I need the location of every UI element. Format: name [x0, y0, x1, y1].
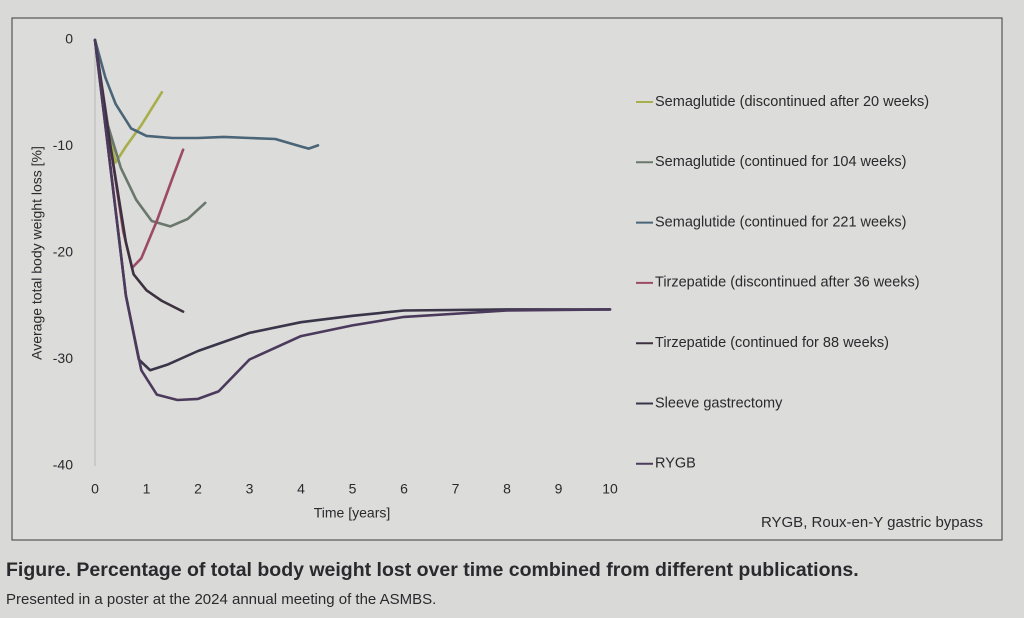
x-tick-label: 1	[143, 481, 151, 497]
y-axis-label: Average total body weight loss [%]	[29, 146, 45, 360]
x-tick-label: 7	[452, 481, 460, 497]
legend-label: RYGB	[655, 456, 696, 472]
legend-label: Tirzepatide (continued for 88 weeks)	[655, 335, 889, 351]
series-line	[93, 38, 320, 150]
legend-label: Semaglutide (continued for 104 weeks)	[655, 154, 906, 170]
caption-subtitle: Presented in a poster at the 2024 annual…	[6, 591, 436, 608]
y-tick-label: -30	[53, 350, 73, 366]
legend-label: Tirzepatide (discontinued after 36 weeks…	[655, 275, 920, 291]
y-tick-label: -10	[53, 137, 73, 153]
x-tick-label: 4	[297, 481, 305, 497]
plot-area	[93, 38, 612, 466]
y-tick-label: -40	[53, 457, 73, 473]
chart-frame	[11, 17, 1003, 541]
x-tick-label: 3	[246, 481, 254, 497]
x-axis-label: Time [years]	[314, 505, 391, 521]
legend-label: Semaglutide (continued for 221 weeks)	[655, 214, 906, 230]
x-tick-label: 6	[400, 481, 408, 497]
x-tick-label: 9	[555, 481, 563, 497]
x-tick-label: 10	[602, 481, 618, 497]
x-tick-label: 0	[91, 481, 99, 497]
caption-title: Figure. Percentage of total body weight …	[6, 559, 859, 581]
y-tick-label: 0	[65, 31, 73, 47]
series-line	[93, 38, 207, 228]
legend-label: Semaglutide (discontinued after 20 weeks…	[655, 94, 929, 110]
y-tick-label: -20	[53, 244, 73, 260]
x-tick-label: 5	[349, 481, 357, 497]
x-tick-label: 8	[503, 481, 511, 497]
x-tick-label: 2	[194, 481, 202, 497]
series-line	[93, 38, 185, 313]
series-line	[93, 38, 612, 402]
legend-label: Sleeve gastrectomy	[655, 395, 783, 411]
note: RYGB, Roux-en-Y gastric bypass	[761, 514, 983, 531]
